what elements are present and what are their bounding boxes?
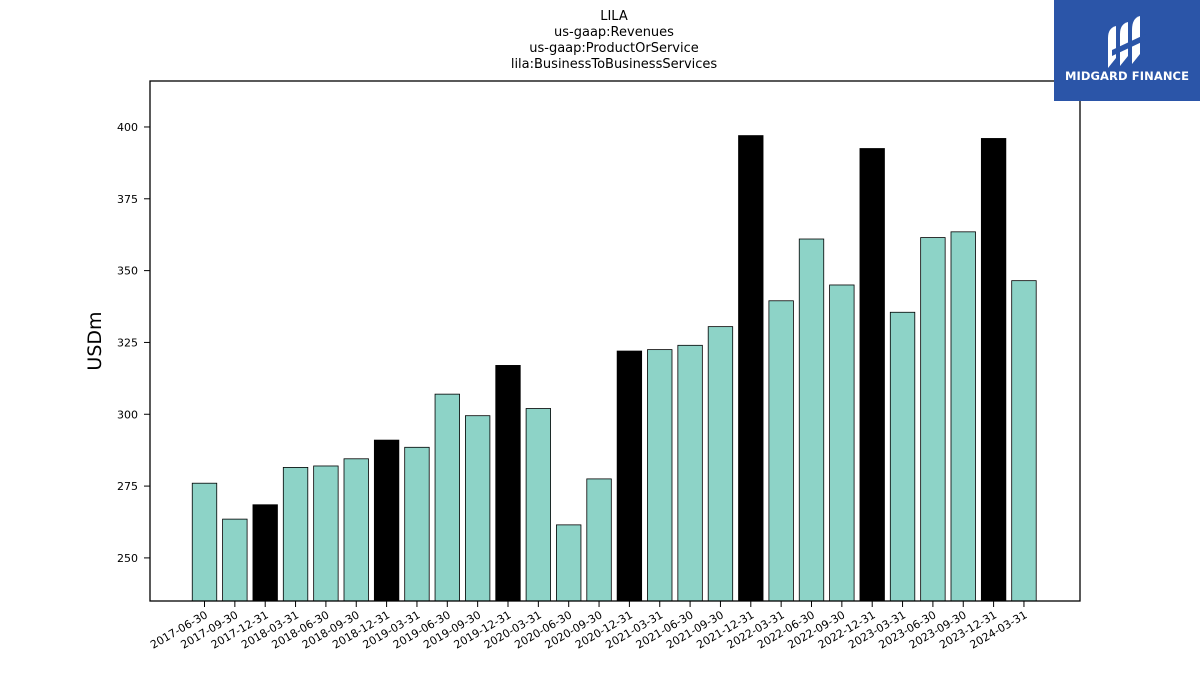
bar-2019-06-30 [434,393,460,602]
title-line-1: LILA [600,9,628,24]
bar-2020-12-31 [616,350,643,602]
bar-2022-03-31 [768,300,794,602]
bars-group [191,135,1037,602]
bar-2021-03-31 [647,349,673,602]
y-tick-label: 375 [117,193,138,206]
bar-2020-09-30 [586,478,612,602]
bar-2022-12-31 [859,148,885,602]
bar-2018-12-31 [373,439,400,602]
y-axis: 250 275 300 325 350 375 400 [117,121,150,565]
bar-2019-09-30 [464,415,491,602]
title-line-2: us-gaap:Revenues [554,25,674,40]
plot-frame [149,80,1081,602]
y-tick-label: 350 [117,265,138,278]
logo-text: MIDGARD FINANCE [1064,69,1190,83]
midgard-finance-logo: MIDGARD FINANCE [1054,0,1200,101]
bar-2021-09-30 [707,326,734,602]
bar-2020-06-30 [556,524,582,602]
bar-2023-12-31 [980,138,1007,602]
x-axis: 2017-06-302017-09-302017-12-312018-03-31… [148,601,1029,652]
bar-2024-03-31 [1011,280,1037,602]
bar-2020-03-31 [525,408,551,602]
bar-2022-09-30 [829,284,855,602]
y-tick-label: 325 [117,336,138,349]
bar-2021-06-30 [677,344,703,602]
bar-2018-03-31 [282,467,309,602]
bar-2023-09-30 [950,231,976,602]
bar-2018-06-30 [313,465,339,602]
bar-2023-06-30 [920,237,946,602]
y-tick-label: 400 [117,121,138,134]
bar-2021-12-31 [738,135,764,602]
bar-2018-09-30 [343,458,369,602]
logo-mark-icon [1108,16,1146,68]
bar-2017-09-30 [222,518,248,602]
bar-2022-06-30 [798,238,825,602]
title-line-3: us-gaap:ProductOrService [529,41,699,56]
y-tick-label: 300 [117,408,138,421]
bar-2017-06-30 [191,482,218,602]
bar-2023-03-31 [889,311,916,602]
title-line-4: lila:BusinessToBusinessServices [511,57,718,72]
bar-2019-12-31 [495,365,521,602]
y-tick-label: 275 [117,480,138,493]
y-axis-label: USDm [84,311,106,370]
chart-title: LILA us-gaap:Revenues us-gaap:ProductOrS… [511,9,718,72]
bar-2019-03-31 [404,446,430,602]
y-tick-label: 250 [117,552,138,565]
bar-2017-12-31 [252,504,278,602]
